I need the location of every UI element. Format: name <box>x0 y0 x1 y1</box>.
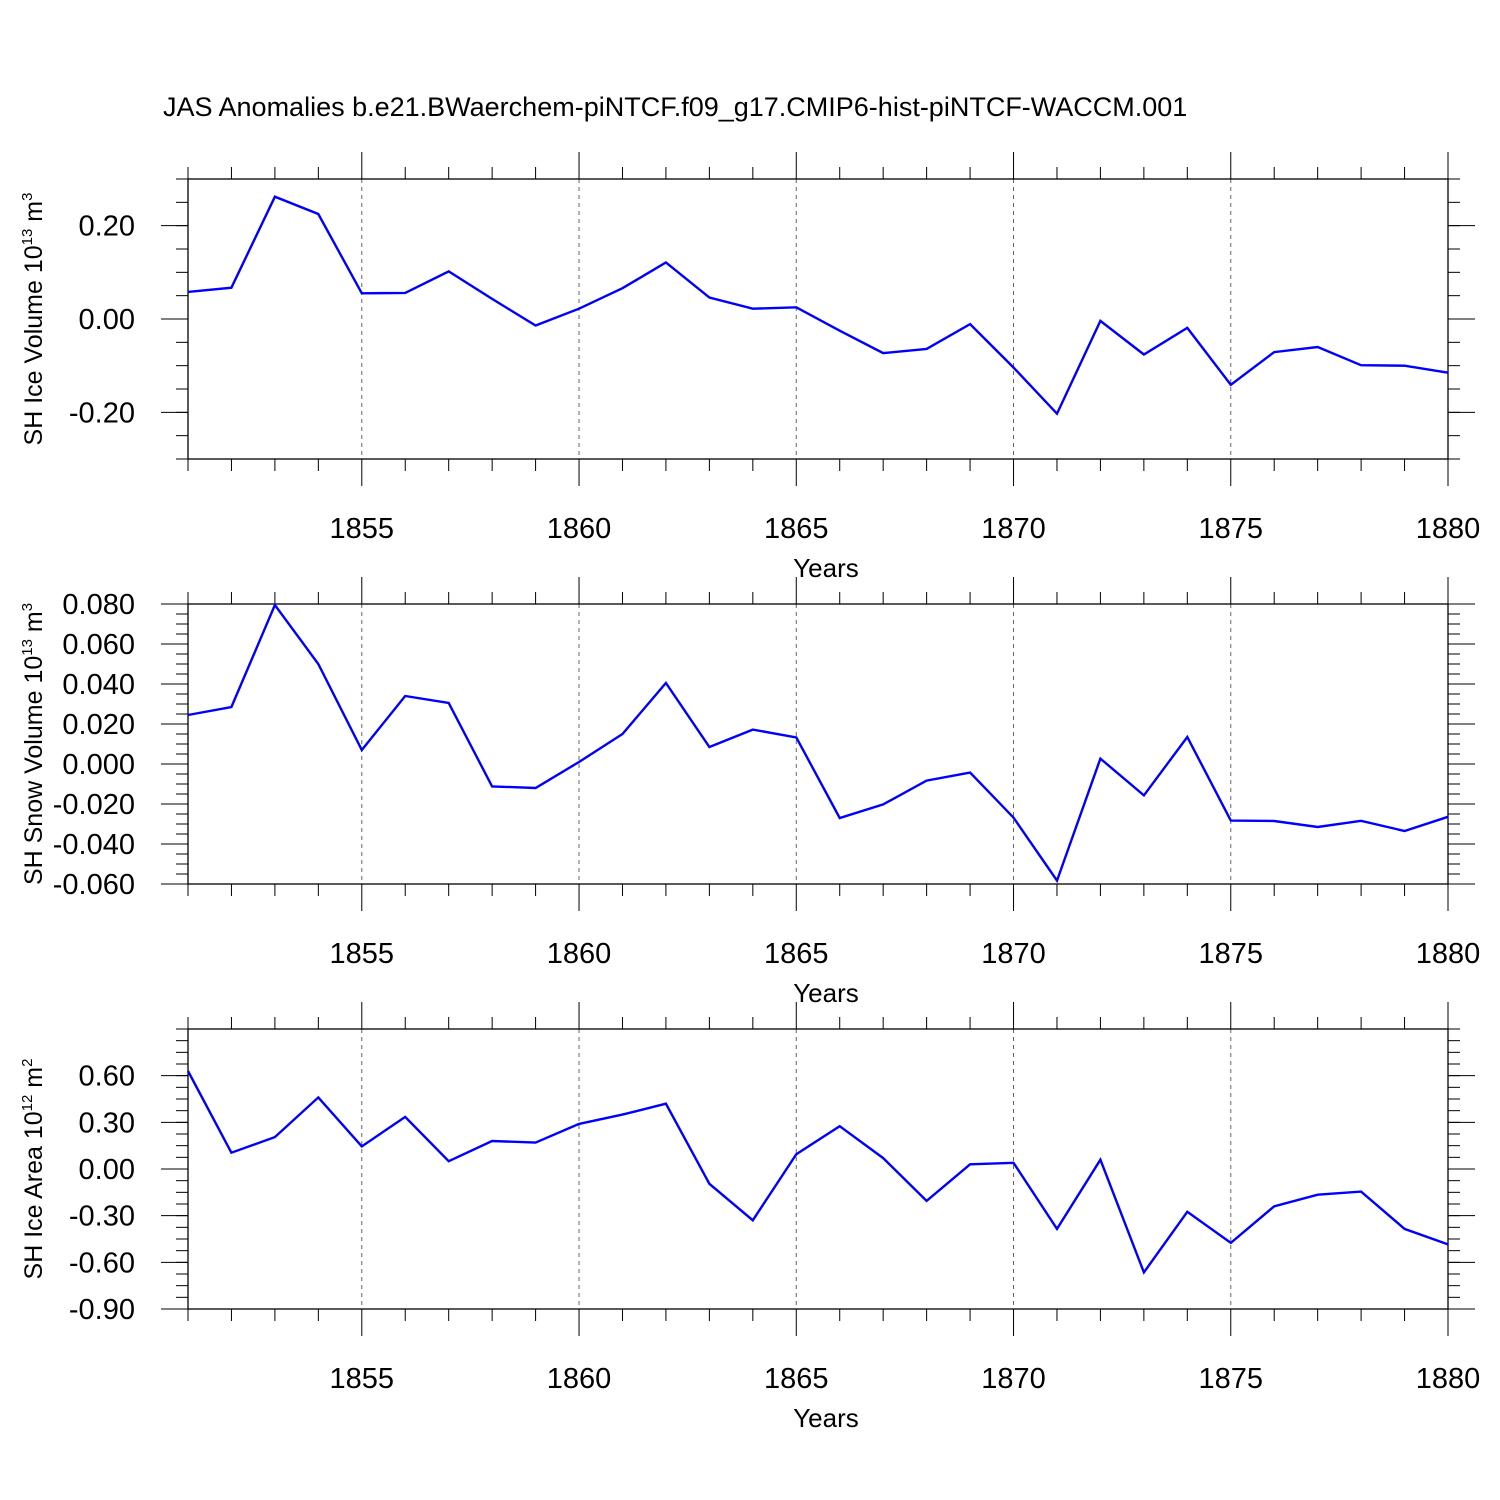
y-tick-label: 0.20 <box>79 211 135 243</box>
y-tick-label: 0.00 <box>79 1154 135 1186</box>
x-tick-label: 1875 <box>1199 513 1264 545</box>
y-tick-label: 0.020 <box>62 709 135 741</box>
y-axis-label: SH Snow Volume 1013 m3 <box>19 603 48 885</box>
y-tick-label: -0.30 <box>69 1201 135 1233</box>
x-tick-label: 1875 <box>1199 1363 1264 1395</box>
figure-title: JAS Anomalies b.e21.BWaerchem-piNTCF.f09… <box>163 92 1187 122</box>
x-tick-label: 1860 <box>547 513 612 545</box>
y-tick-label: -0.20 <box>69 397 135 429</box>
x-axis-label: Years <box>793 978 859 1008</box>
y-tick-label: -0.020 <box>53 789 135 821</box>
y-tick-label: -0.060 <box>53 869 135 901</box>
panels-group: 0.20 0.00 -0.20 1855 1860 1865 1870 1875 1880 Yea… <box>19 152 1480 1433</box>
y-tick-label: -0.60 <box>69 1247 135 1279</box>
x-tick-label: 1855 <box>330 513 395 545</box>
x-tick-label: 1865 <box>764 1363 829 1395</box>
y-tick-label: 0.30 <box>79 1107 135 1139</box>
x-axis-label: Years <box>793 553 859 583</box>
x-tick-label: 1865 <box>764 938 829 970</box>
x-tick-label: 1870 <box>981 513 1046 545</box>
y-axis-label: SH Ice Volume 1013 m3 <box>19 193 48 446</box>
x-axis-label: Years <box>793 1403 859 1433</box>
y-tick-label: -0.040 <box>53 829 135 861</box>
x-tick-label: 1880 <box>1416 938 1481 970</box>
y-tick-label: 0.060 <box>62 629 135 661</box>
y-tick-label: 0.000 <box>62 749 135 781</box>
y-tick-label: 0.60 <box>79 1061 135 1093</box>
panel-ice-area: 0.60 0.30 0.00 -0.30 -0.60 -0.90 1855 1860 1865 1… <box>19 1002 1480 1433</box>
x-tick-label: 1870 <box>981 938 1046 970</box>
series-line-ice-area <box>186 1070 1449 1275</box>
x-tick-label: 1875 <box>1199 938 1264 970</box>
y-tick-label: 0.040 <box>62 669 135 701</box>
x-tick-label: 1860 <box>547 938 612 970</box>
panel-snow-volume: 0.080 0.060 0.040 0.020 0.000 -0.020 -0.040 -0.… <box>19 577 1480 1008</box>
x-tick-label: 1865 <box>764 513 829 545</box>
panel-ice-volume: 0.20 0.00 -0.20 1855 1860 1865 1870 1875 1880 Yea… <box>19 152 1480 583</box>
y-tick-label: 0.080 <box>62 589 135 621</box>
x-tick-label: 1855 <box>330 1363 395 1395</box>
series-line-ice-volume <box>187 195 1449 416</box>
x-tick-label: 1870 <box>981 1363 1046 1395</box>
series-line-snow-volume <box>187 602 1449 884</box>
y-axis-label: SH Ice Area 1012 m2 <box>19 1059 48 1280</box>
y-tick-label: 0.00 <box>79 304 135 336</box>
x-tick-label: 1855 <box>330 938 395 970</box>
x-tick-label: 1880 <box>1416 1363 1481 1395</box>
y-tick-label: -0.90 <box>69 1294 135 1326</box>
x-tick-label: 1880 <box>1416 513 1481 545</box>
x-tick-label: 1860 <box>547 1363 612 1395</box>
